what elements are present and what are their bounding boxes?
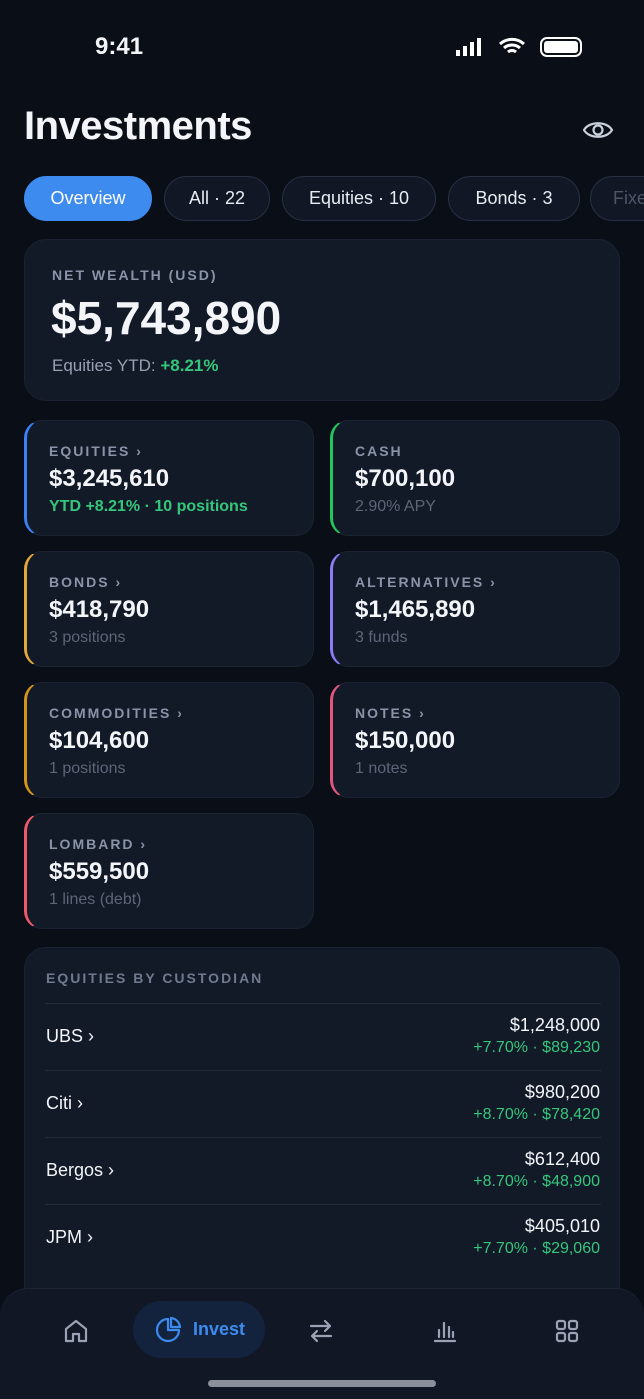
visibility-toggle[interactable] (582, 118, 614, 142)
asset-value: $3,245,610 (49, 465, 170, 492)
filter-tab[interactable]: Bonds · 3 (448, 176, 580, 221)
custodian-change: +8.70% · $48,900 (473, 1173, 600, 1190)
custodian-row[interactable]: UBS › $1,248,000 +7.70% · $89,230 (25, 1003, 621, 1070)
nav-transfer[interactable] (308, 1318, 334, 1344)
custodian-value: $1,248,000 (509, 1015, 600, 1035)
custodian-change: +7.70% · $89,230 (473, 1039, 600, 1056)
divider (45, 1070, 601, 1071)
nav-invest-label: Invest (193, 1319, 246, 1339)
asset-card[interactable]: EQUITIES › $3,245,610 YTD +8.21% · 10 posi… (24, 420, 314, 536)
bottom-nav: Invest (0, 1288, 644, 1399)
asset-sub: 1 lines (debt) (49, 891, 142, 908)
asset-sub: 2.90% APY (355, 498, 436, 515)
asset-card[interactable]: NOTES › $150,000 1 notes (330, 682, 620, 798)
nav-analytics[interactable] (432, 1318, 458, 1344)
custodian-value: $980,200 (524, 1082, 600, 1102)
asset-value: $150,000 (355, 727, 456, 754)
filter-tab[interactable]: All · 22 (164, 176, 270, 221)
custodian-name: JPM › (46, 1227, 93, 1247)
page-title: Investments (24, 104, 252, 148)
custodian-row[interactable]: Bergos › $612,400 +8.70% · $48,900 (25, 1137, 621, 1204)
asset-label: ALTERNATIVES › (355, 574, 497, 590)
custodian-value: $612,400 (524, 1149, 600, 1169)
net-wealth-card: NET WEALTH (USD) $5,743,890 Equities YTD… (24, 239, 620, 401)
asset-sub: 3 positions (49, 629, 126, 646)
net-wealth-value: $5,743,890 (51, 292, 282, 344)
custodian-card: EQUITIES BY CUSTODIAN UBS › $1,248,000 +7.… (24, 947, 620, 1327)
asset-label: EQUITIES › (49, 443, 143, 459)
nav-home[interactable] (63, 1318, 89, 1344)
asset-label: CASH (355, 443, 403, 459)
asset-card[interactable]: COMMODITIES › $104,600 1 positions (24, 682, 314, 798)
asset-value: $1,465,890 (355, 596, 476, 623)
status-time: 9:41 (95, 33, 144, 60)
ytd-change: +8.21% (160, 356, 219, 375)
asset-sub: 1 positions (49, 760, 126, 777)
custodian-name: UBS › (46, 1026, 95, 1046)
asset-value: $559,500 (49, 858, 150, 885)
custodian-change: +7.70% · $29,060 (473, 1240, 600, 1257)
home-indicator (208, 1380, 436, 1387)
asset-sub: 1 notes (355, 760, 408, 777)
custodian-value: $405,010 (524, 1216, 600, 1236)
filter-tab[interactable]: Fixe (590, 176, 644, 221)
custodian-row[interactable]: Citi › $980,200 +8.70% · $78,420 (25, 1070, 621, 1137)
asset-value: $104,600 (49, 727, 150, 754)
filter-tab[interactable]: Overview (24, 176, 152, 221)
net-wealth-label: NET WEALTH (USD) (52, 267, 218, 283)
custodian-name: Citi › (46, 1093, 83, 1113)
nav-more[interactable] (554, 1318, 580, 1344)
custodian-title: EQUITIES BY CUSTODIAN (46, 970, 264, 986)
asset-value: $418,790 (49, 596, 150, 623)
asset-card[interactable]: BONDS › $418,790 3 positions (24, 551, 314, 667)
asset-label: LOMBARD › (49, 836, 148, 852)
asset-label: BONDS › (49, 574, 123, 590)
divider (45, 1204, 601, 1205)
asset-card[interactable]: CASH $700,100 2.90% APY (330, 420, 620, 536)
ytd-label: Equities YTD: (52, 356, 156, 375)
filter-tab[interactable]: Equities · 10 (282, 176, 436, 221)
nav-invest[interactable]: Invest (133, 1301, 265, 1358)
asset-card[interactable]: LOMBARD › $559,500 1 lines (debt) (24, 813, 314, 929)
asset-value: $700,100 (355, 465, 456, 492)
asset-card[interactable]: ALTERNATIVES › $1,465,890 3 funds (330, 551, 620, 667)
custodian-name: Bergos › (46, 1160, 115, 1180)
status-icons (456, 37, 582, 57)
asset-sub: 3 funds (355, 629, 408, 646)
asset-label: NOTES › (355, 705, 426, 721)
asset-sub: YTD +8.21% · 10 positions (49, 498, 248, 515)
asset-label: COMMODITIES › (49, 705, 184, 721)
divider (45, 1137, 601, 1138)
custodian-row[interactable]: JPM › $405,010 +7.70% · $29,060 (25, 1204, 621, 1271)
divider (45, 1003, 601, 1004)
custodian-change: +8.70% · $78,420 (473, 1106, 600, 1123)
